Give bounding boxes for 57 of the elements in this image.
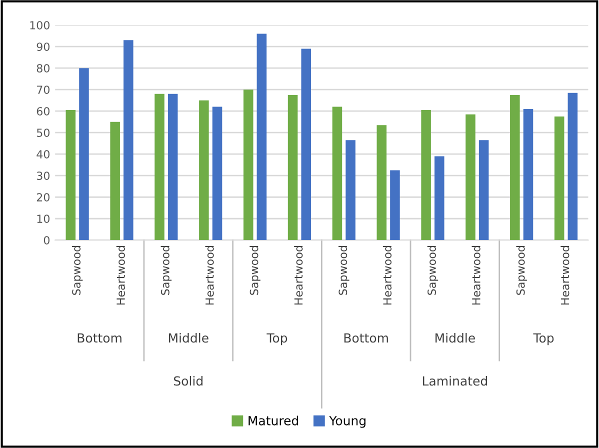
y-tick-label: 10 [37,214,50,224]
text: Laminated [422,376,487,386]
bar [199,100,209,240]
x-tick-label: Sapwood [427,246,438,295]
bar [376,125,387,240]
x-tick-label: Heartwood [472,246,480,305]
x-tick-label: Heartwood [560,246,570,305]
bar [168,94,178,240]
bar [66,110,76,240]
bar [256,34,267,240]
y-tick-label: 100 [30,21,50,30]
bar [154,94,164,240]
x-tick-label: Heartwood [205,246,214,305]
bar [124,40,134,240]
bar [243,90,254,240]
y-tick-label: 90 [36,42,50,51]
text: Bottom [344,333,388,343]
bar [79,68,89,240]
bar [212,106,222,240]
text: Middle [168,333,208,343]
legend-label: Young [329,416,366,428]
bar [332,106,342,240]
bar [478,140,489,240]
y-tick-label: 40 [36,150,50,158]
text: Middle [436,333,475,343]
bar [288,94,298,240]
x-tick-label: Heartwood [382,246,392,305]
bar [346,140,356,240]
y-tick-label: 60 [36,107,50,116]
y-tick-label: 30 [36,172,50,180]
y-tick-label: 20 [36,193,50,202]
x-tick-label: Sapwood [338,246,350,295]
legend-label: Matured [248,416,298,426]
bar [110,122,120,240]
bar [434,156,444,240]
bar [390,170,400,240]
text: Solid [174,376,202,386]
y-tick-label: 0 [44,236,50,245]
bar [568,92,578,240]
text: Top [266,333,288,346]
text: Top [533,333,554,346]
y-tick-label: 50 [36,128,50,137]
y-tick-label: 70 [37,86,50,94]
x-tick-label: Sapwood [72,246,83,295]
bar [510,94,520,240]
x-tick-label: Heartwood [294,246,303,305]
bar [554,116,564,240]
x-tick-label: Heartwood [116,246,125,305]
x-tick-label: Sapwood [516,246,527,295]
x-tick-label: Sapwood [160,246,172,295]
bar [421,110,431,240]
bar [466,114,476,240]
bar [523,108,534,240]
x-tick-label: Sapwood [250,246,260,295]
y-tick-label: 80 [36,64,50,72]
bar [301,48,311,240]
text: Bottom [78,333,122,343]
